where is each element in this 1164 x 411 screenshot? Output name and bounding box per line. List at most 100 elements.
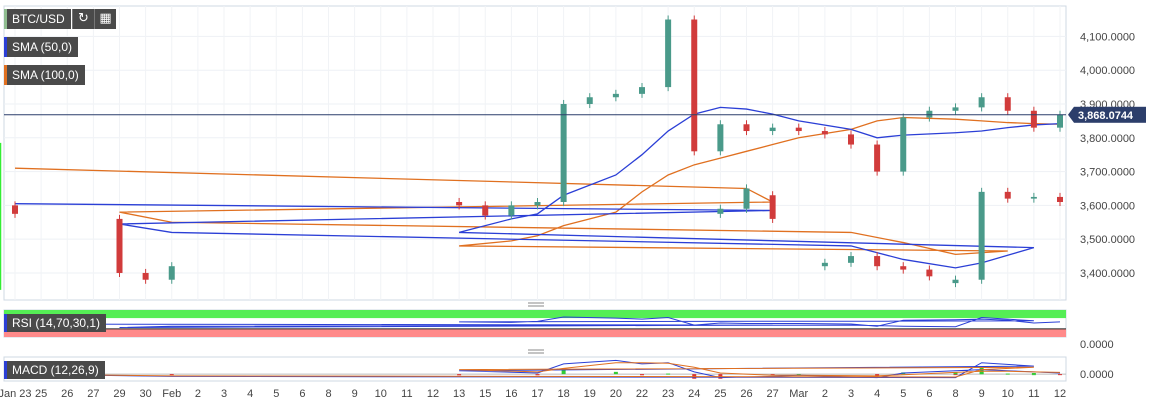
- x-tick-label: 11: [401, 388, 412, 400]
- candle: [1057, 114, 1063, 128]
- rsi-zero-label: 0.0000: [1080, 339, 1114, 351]
- macd-legend[interactable]: MACD (12,26,9): [4, 361, 105, 379]
- x-tick-label: Jan 23: [0, 388, 32, 400]
- macd-histogram-bar: [640, 374, 644, 376]
- candle: [821, 131, 828, 135]
- candle: [926, 269, 933, 277]
- x-tick-label: 25: [35, 388, 47, 400]
- candle: [665, 19, 672, 88]
- candle: [717, 208, 724, 214]
- sma50-line: [14, 106, 1061, 269]
- macd-histogram-bar: [1031, 373, 1036, 375]
- x-tick-label: 18: [558, 388, 570, 400]
- macd-histogram-bar: [613, 371, 618, 375]
- macd-histogram-bar: [1058, 374, 1062, 376]
- sma50-swatch: [4, 37, 7, 57]
- x-tick-label: 27: [767, 388, 779, 400]
- x-tick-label: 10: [375, 388, 387, 400]
- x-tick-label: 4: [247, 388, 253, 400]
- y-tick-label: 4,100.0000: [1080, 31, 1135, 43]
- candle: [508, 205, 515, 216]
- x-tick-label: 30: [140, 388, 152, 400]
- x-tick-label: 5: [900, 388, 906, 400]
- x-tick-label: 25: [714, 388, 726, 400]
- x-tick-label: 8: [325, 388, 331, 400]
- y-tick-label: 3,500.0000: [1080, 234, 1135, 246]
- main-pane: [3, 5, 1067, 301]
- candle: [952, 107, 959, 111]
- x-tick-label: 6: [299, 388, 305, 400]
- y-tick-label: 4,000.0000: [1080, 65, 1135, 77]
- candle: [534, 202, 541, 206]
- calendar-icon[interactable]: ▦: [94, 9, 116, 29]
- candle: [978, 97, 985, 108]
- x-tick-label: 24: [688, 388, 700, 400]
- x-tick-label: 26: [740, 388, 752, 400]
- x-tick-label: 6: [926, 388, 932, 400]
- candle: [795, 127, 802, 132]
- macd-histogram-bar: [169, 374, 174, 376]
- macd-histogram-bar: [1005, 373, 1010, 375]
- x-tick-label: Mar: [789, 388, 808, 400]
- candle: [1004, 97, 1011, 111]
- x-tick-label: 5: [273, 388, 279, 400]
- rsi-line: [14, 316, 1061, 329]
- macd-label: MACD (12,26,9): [12, 363, 99, 377]
- x-tick-label: 26: [61, 388, 73, 400]
- candle: [168, 266, 175, 280]
- macd-histogram-bar: [561, 369, 566, 375]
- macd-histogram-bar: [979, 367, 984, 375]
- candle: [769, 195, 776, 219]
- rsi-swatch: [4, 314, 7, 332]
- macd-signal-line: [14, 362, 1061, 378]
- macd-zero-label: 0.0000: [1080, 369, 1114, 381]
- macd-histogram-bar: [979, 372, 984, 375]
- candle: [952, 279, 959, 284]
- symbol-legend[interactable]: BTC/USD: [4, 9, 71, 29]
- current-price-label: 3,868.0744: [1078, 110, 1134, 122]
- rsi-label: RSI (14,70,30,1): [12, 316, 101, 330]
- sma100-swatch: [4, 65, 7, 85]
- sma100-label: SMA (100,0): [12, 68, 79, 82]
- x-tick-label: 10: [1002, 388, 1014, 400]
- candle: [743, 124, 750, 132]
- x-tick-label: 3: [221, 388, 227, 400]
- x-tick-label: 20: [610, 388, 622, 400]
- y-tick-label: 3,400.0000: [1080, 268, 1135, 280]
- sma50-label: SMA (50,0): [12, 40, 73, 54]
- macd-histogram-bar: [875, 374, 880, 376]
- candle: [612, 93, 619, 98]
- x-tick-label: 9: [979, 388, 985, 400]
- sma100-legend[interactable]: SMA (100,0): [4, 65, 85, 85]
- candle: [482, 205, 489, 216]
- x-tick-label: 15: [479, 388, 491, 400]
- macd-histogram-bar: [666, 373, 671, 375]
- candle: [639, 87, 645, 94]
- candle: [848, 256, 854, 263]
- candle: [691, 19, 698, 152]
- rsi-legend[interactable]: RSI (14,70,30,1): [4, 314, 107, 332]
- candle: [874, 144, 881, 172]
- x-tick-label: 12: [1054, 388, 1066, 400]
- candle: [848, 134, 854, 145]
- x-tick-label: 29: [113, 388, 125, 400]
- x-tick-label: 9: [352, 388, 358, 400]
- x-tick-label: 11: [1028, 388, 1039, 400]
- candle: [1004, 191, 1011, 199]
- x-tick-label: 3: [848, 388, 854, 400]
- candle: [900, 117, 907, 172]
- sma100-line: [14, 116, 1061, 256]
- y-tick-label: 3,600.0000: [1080, 200, 1135, 212]
- candle: [456, 202, 463, 206]
- macd-histogram-bar: [1031, 374, 1036, 376]
- candle: [1030, 196, 1037, 199]
- refresh-icon[interactable]: ↻: [72, 9, 94, 29]
- current-price-arrow: [1068, 106, 1074, 123]
- candle: [874, 256, 881, 267]
- macd-histogram-bar: [796, 374, 801, 376]
- macd-histogram-bar: [770, 374, 775, 376]
- x-tick-label: Feb: [162, 388, 181, 400]
- candle: [717, 124, 724, 152]
- sma50-legend[interactable]: SMA (50,0): [4, 37, 79, 57]
